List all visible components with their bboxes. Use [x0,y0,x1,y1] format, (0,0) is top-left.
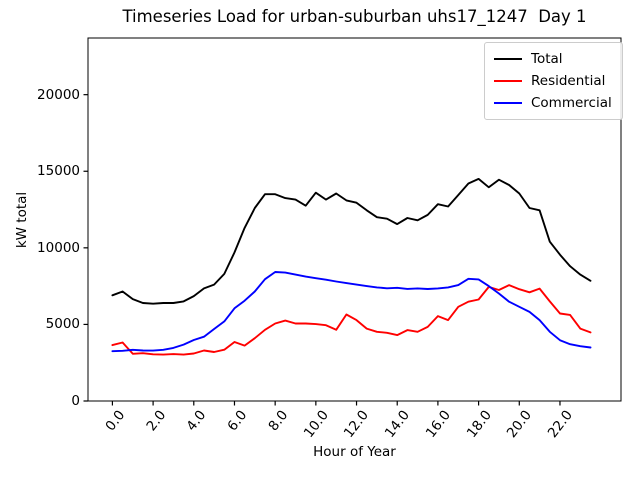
y-tick-label: 20000 [37,86,80,103]
legend-entry-commercial: Commercial [494,92,615,114]
series-line-total [111,177,592,305]
legend-line-total-icon [494,58,522,60]
series-line-commercial [111,271,592,353]
legend-label-total: Total [531,51,563,67]
y-tick-label: 10000 [37,239,80,256]
series-line-residential [111,284,592,356]
plot-border [87,37,622,402]
legend-entry-residential: Residential [494,70,615,92]
chart-title: Timeseries Load for urban-suburban uhs17… [122,7,587,26]
legend: Total Residential Commercial [484,42,623,120]
legend-label-commercial: Commercial [531,95,612,111]
y-tick-label: 15000 [37,163,80,180]
x-axis-label: Hour of Year [313,444,396,460]
legend-entry-total: Total [494,48,615,70]
legend-label-residential: Residential [531,73,606,89]
y-tick-label: 0 [71,393,80,409]
legend-line-commercial-icon [494,102,522,104]
legend-line-residential-icon [494,80,522,82]
y-tick-label: 5000 [45,316,80,333]
